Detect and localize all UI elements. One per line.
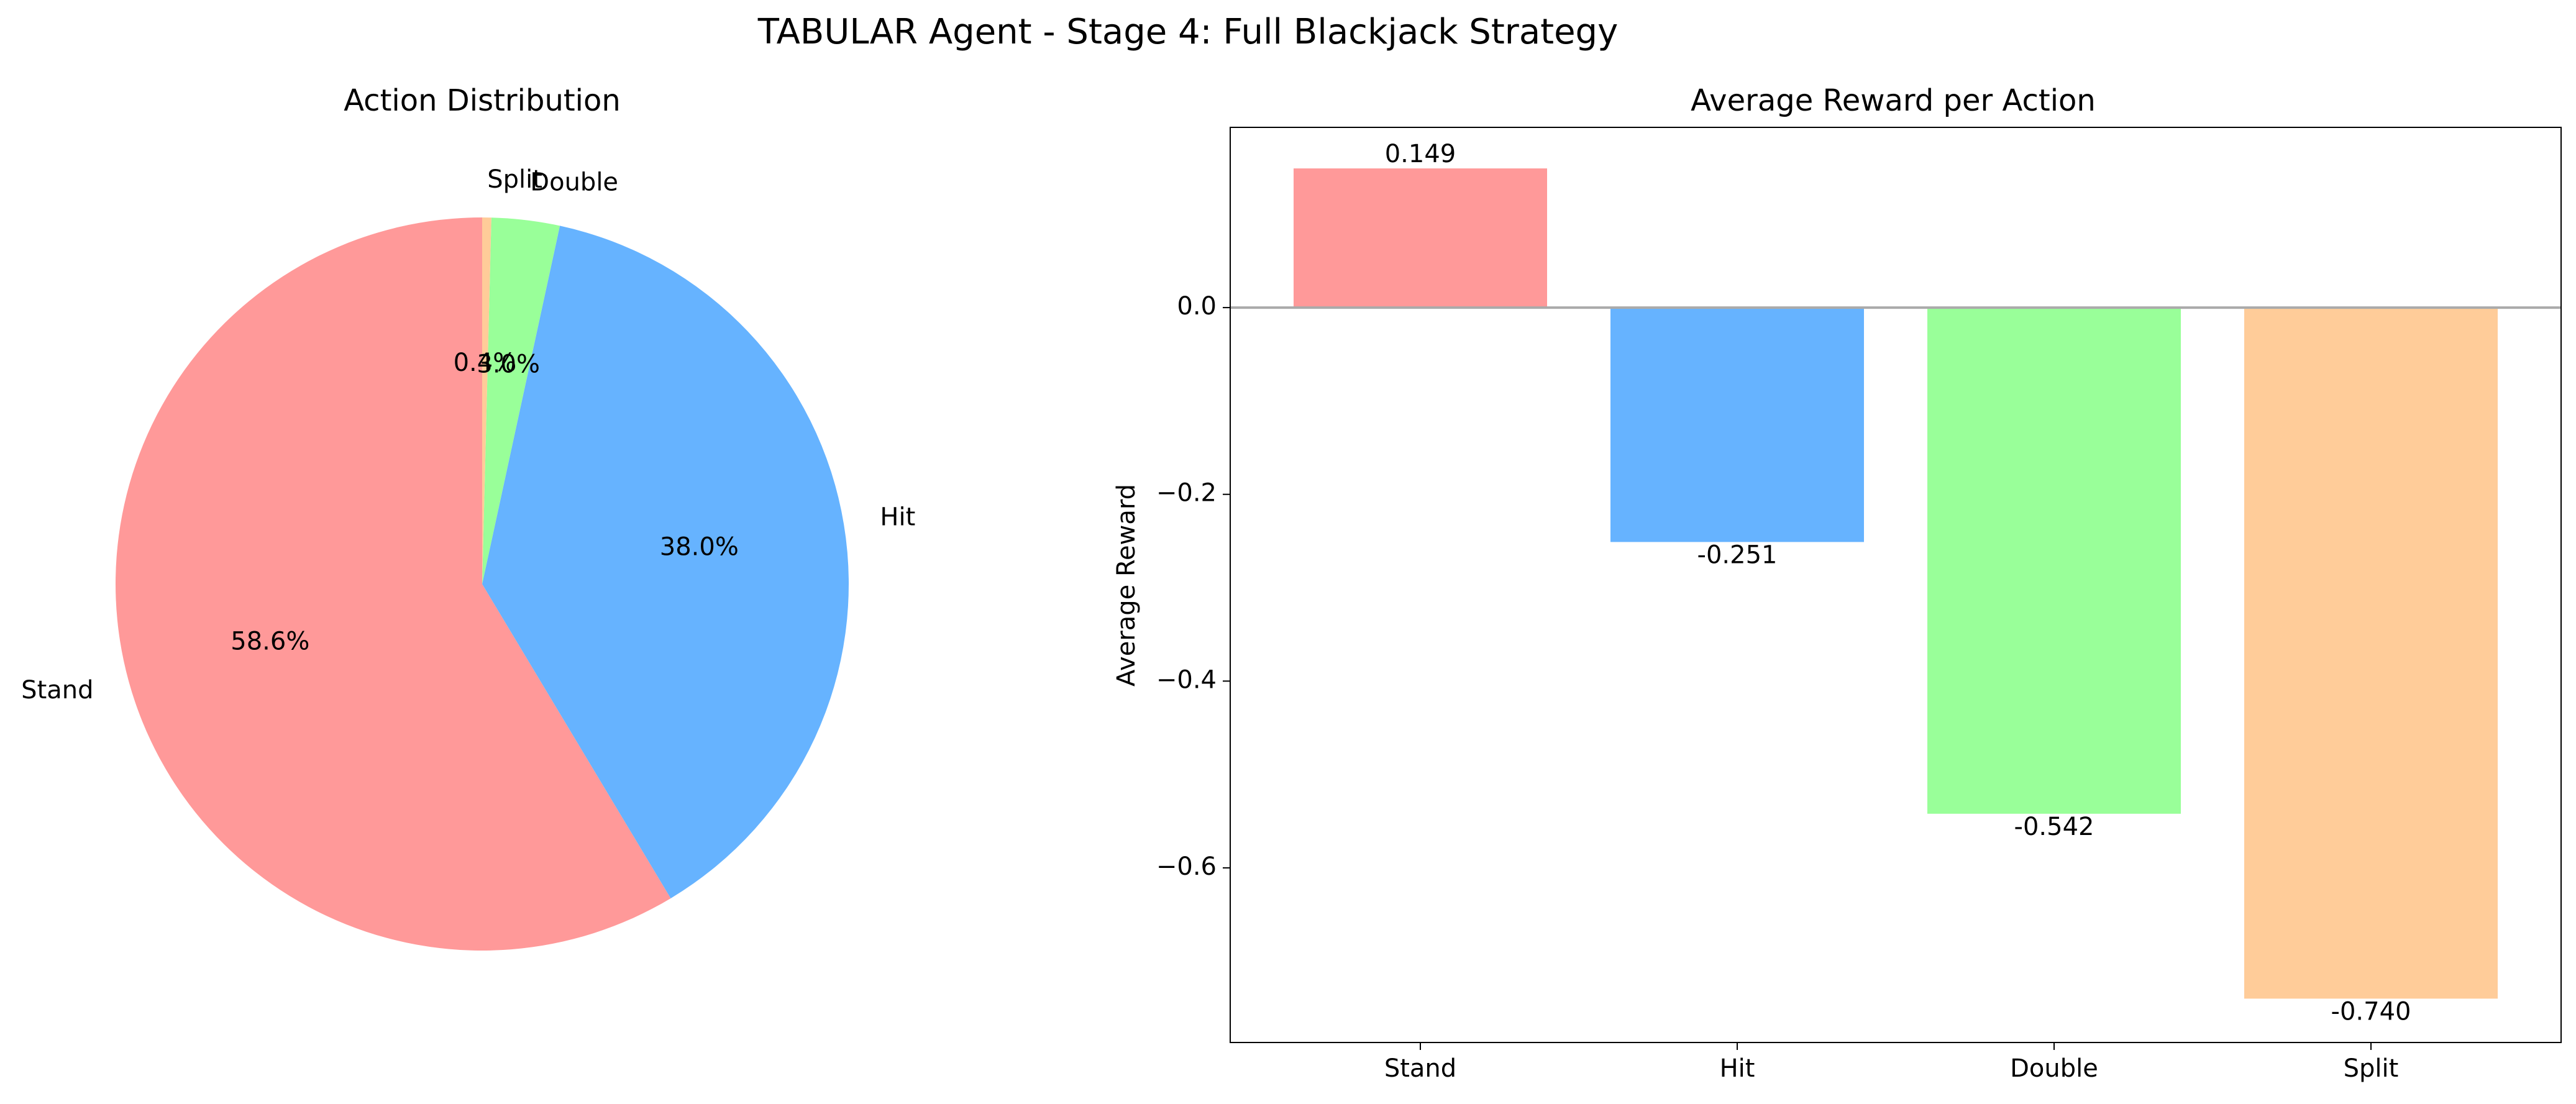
pie-pct-double: 3.0% [477,350,540,379]
y-tick-label: −0.6 [1156,852,1217,881]
bar-axes: Stand Hit Double Split 0.0 −0.2 −0.4 −0.6 [1156,127,2562,1083]
bar-value-label-stand: 0.149 [1385,140,1456,168]
x-tick-label-split: Split [2344,1054,2399,1083]
bar-hit [1610,308,1864,542]
x-tick-label-stand: Stand [1384,1054,1456,1083]
bar-split [2244,308,2498,999]
pie-label-hit: Hit [880,503,915,531]
pie-slice-split [482,217,491,584]
y-tick-label: −0.2 [1156,479,1217,508]
bar-value-label-double: -0.542 [2014,813,2094,841]
figure-title: TABULAR Agent - Stage 4: Full Blackjack … [757,12,1618,52]
pie-labels: Stand 58.6% Hit 38.0% Double 3.0% Split 0.4% [21,165,915,705]
pie-slice-double [482,217,560,584]
pie-slice-hit [482,226,849,898]
x-tick-label-double: Double [2010,1054,2098,1083]
pie-chart-panel: Action Distribution Stand 58.6% Hit 38.0% Do… [21,83,915,951]
bar-plot-frame [1230,127,2562,1043]
pie-pct-hit: 38.0% [660,532,739,561]
pie-chart-title: Action Distribution [344,83,621,118]
bar-chart-panel: Average Reward per Action Average Reward… [1112,83,2562,1083]
pie-label-split: Split [487,165,542,194]
bar-chart-title: Average Reward per Action [1691,83,2096,118]
pie-label-stand: Stand [21,676,93,705]
y-tick-label: −0.4 [1156,665,1217,694]
bar-stand [1294,168,1547,308]
bar-marks: 0.149 -0.251 -0.542 -0.740 [1230,140,2561,1026]
bar-double [1927,308,2181,814]
pie-label-double: Double [530,168,618,197]
pie-slice-stand [115,217,671,951]
bar-value-label-hit: -0.251 [1697,541,1778,569]
pie-slices [115,217,849,951]
pie-pct-stand: 58.6% [231,627,309,656]
x-tick-label-hit: Hit [1720,1054,1755,1083]
y-axis-label: Average Reward [1112,484,1141,687]
pie-pct-split: 0.4% [454,349,517,377]
bar-value-label-split: -0.740 [2331,997,2411,1026]
y-tick-label: 0.0 [1177,292,1217,321]
